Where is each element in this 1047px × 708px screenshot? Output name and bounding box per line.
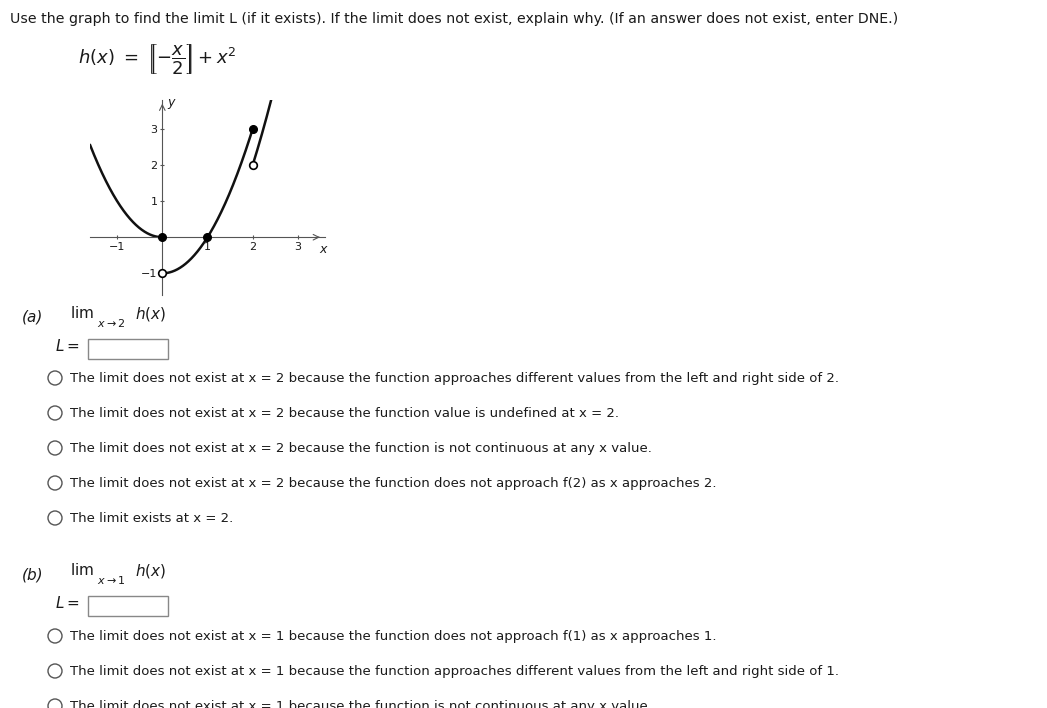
Text: $\lim$: $\lim$ xyxy=(70,305,94,321)
Bar xyxy=(88,339,168,359)
Text: (b): (b) xyxy=(22,567,44,582)
Text: (a): (a) xyxy=(22,310,43,325)
Text: The limit does not exist at x = 1 because the function approaches different valu: The limit does not exist at x = 1 becaus… xyxy=(70,665,839,678)
Text: $x{\to}2$: $x{\to}2$ xyxy=(97,317,126,329)
Text: The limit does not exist at x = 2 because the function does not approach f(2) as: The limit does not exist at x = 2 becaus… xyxy=(70,477,716,490)
Text: y: y xyxy=(168,96,175,110)
Text: Use the graph to find the limit L (if it exists). If the limit does not exist, e: Use the graph to find the limit L (if it… xyxy=(10,12,898,26)
Text: $\lim$: $\lim$ xyxy=(70,562,94,578)
Text: $x{\to}1$: $x{\to}1$ xyxy=(97,574,126,586)
Text: The limit does not exist at x = 1 because the function is not continuous at any : The limit does not exist at x = 1 becaus… xyxy=(70,700,652,708)
Text: The limit does not exist at x = 2 because the function value is undefined at x =: The limit does not exist at x = 2 becaus… xyxy=(70,407,619,420)
Text: The limit exists at x = 2.: The limit exists at x = 2. xyxy=(70,512,233,525)
Bar xyxy=(88,596,168,616)
Text: x: x xyxy=(319,243,327,256)
Text: $L =$: $L =$ xyxy=(55,338,80,354)
Text: $h(x)$: $h(x)$ xyxy=(135,562,166,580)
Text: $L =$: $L =$ xyxy=(55,595,80,611)
Text: The limit does not exist at x = 2 because the function is not continuous at any : The limit does not exist at x = 2 becaus… xyxy=(70,442,652,455)
Text: The limit does not exist at x = 2 because the function approaches different valu: The limit does not exist at x = 2 becaus… xyxy=(70,372,839,385)
Text: $h(x)$: $h(x)$ xyxy=(135,305,166,323)
Text: $h(x)\ =\ \left[\!\!\left[{-\dfrac{x}{2}}\right]\!\!\right] + x^2$: $h(x)\ =\ \left[\!\!\left[{-\dfrac{x}{2}… xyxy=(77,42,237,76)
Text: The limit does not exist at x = 1 because the function does not approach f(1) as: The limit does not exist at x = 1 becaus… xyxy=(70,630,716,643)
